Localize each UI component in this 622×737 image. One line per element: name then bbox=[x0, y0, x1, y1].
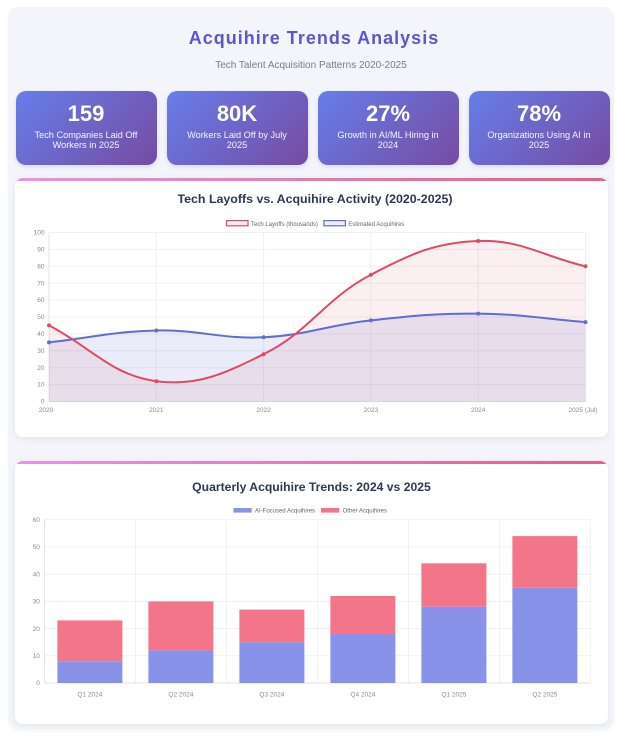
svg-text:2024: 2024 bbox=[471, 407, 486, 414]
svg-text:2022: 2022 bbox=[256, 407, 271, 414]
svg-text:50: 50 bbox=[37, 314, 45, 321]
svg-text:Other Acquihires: Other Acquihires bbox=[343, 508, 387, 514]
svg-text:30: 30 bbox=[33, 598, 41, 605]
svg-text:Q1 2025: Q1 2025 bbox=[441, 691, 466, 698]
svg-text:0: 0 bbox=[36, 680, 40, 687]
svg-text:20: 20 bbox=[37, 364, 45, 371]
svg-text:70: 70 bbox=[37, 280, 45, 287]
svg-text:10: 10 bbox=[37, 381, 45, 388]
svg-text:Q3 2024: Q3 2024 bbox=[259, 691, 284, 698]
svg-text:Q2 2025: Q2 2025 bbox=[532, 691, 557, 698]
svg-text:0: 0 bbox=[41, 398, 45, 405]
svg-text:80: 80 bbox=[37, 263, 45, 270]
svg-text:Q1 2024: Q1 2024 bbox=[77, 691, 102, 698]
svg-text:2020: 2020 bbox=[39, 407, 54, 414]
svg-text:60: 60 bbox=[33, 517, 41, 524]
svg-text:90: 90 bbox=[37, 246, 45, 253]
svg-text:2023: 2023 bbox=[364, 407, 379, 414]
svg-text:40: 40 bbox=[33, 571, 41, 578]
svg-text:10: 10 bbox=[33, 653, 41, 660]
svg-text:AI-Focused Acquihires: AI-Focused Acquihires bbox=[255, 508, 315, 514]
svg-text:2021: 2021 bbox=[149, 407, 164, 414]
svg-text:20: 20 bbox=[33, 625, 41, 632]
svg-text:50: 50 bbox=[33, 544, 41, 551]
svg-text:2025 (Jul): 2025 (Jul) bbox=[569, 407, 598, 414]
svg-text:30: 30 bbox=[37, 347, 45, 354]
svg-text:60: 60 bbox=[37, 297, 45, 304]
svg-text:Estimated Acquihires: Estimated Acquihires bbox=[348, 221, 404, 227]
svg-text:Q4 2024: Q4 2024 bbox=[350, 691, 375, 698]
svg-text:Tech Layoffs vs. Acquihire Act: Tech Layoffs vs. Acquihire Activity (202… bbox=[178, 192, 453, 206]
svg-text:100: 100 bbox=[34, 229, 45, 236]
svg-text:40: 40 bbox=[37, 331, 45, 338]
svg-text:Q2 2024: Q2 2024 bbox=[168, 691, 193, 698]
svg-text:Quarterly Acquihire Trends: 20: Quarterly Acquihire Trends: 2024 vs 2025 bbox=[192, 479, 431, 493]
svg-text:Tech Layoffs (thousands): Tech Layoffs (thousands) bbox=[251, 221, 318, 227]
